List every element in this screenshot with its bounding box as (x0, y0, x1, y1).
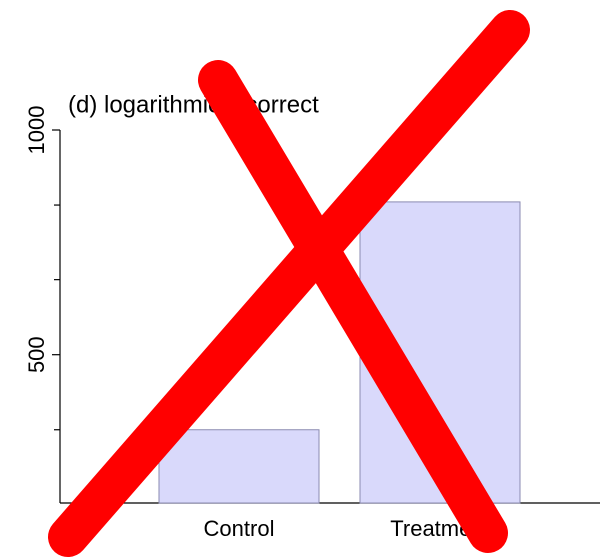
cross-stroke (48, 10, 530, 557)
x-tick-label: Control (204, 516, 275, 541)
y-tick-label: 1000 (24, 106, 49, 155)
y-tick-label: 500 (24, 336, 49, 373)
cross-out (48, 10, 530, 557)
cross-stroke (198, 60, 508, 553)
bar (158, 429, 320, 504)
chart-title: (d) logarithmic incorrect (68, 91, 319, 118)
